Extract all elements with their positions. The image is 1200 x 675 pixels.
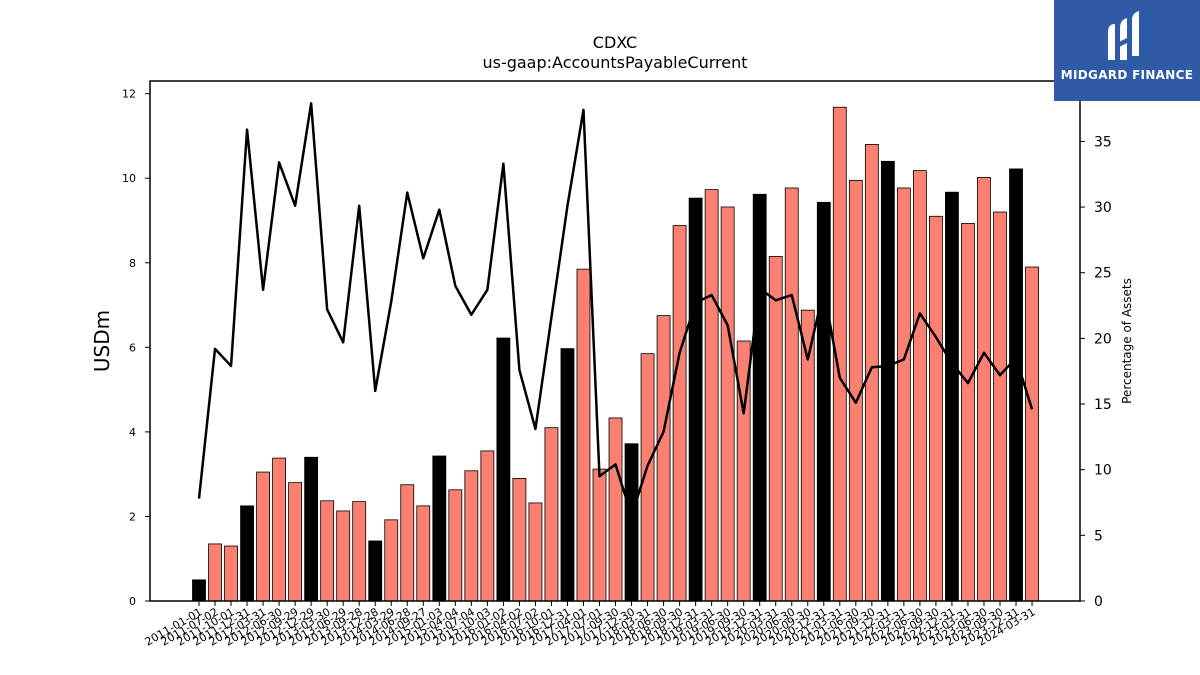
chart-title: CDXC bbox=[593, 33, 637, 52]
bar bbox=[560, 348, 575, 602]
y2-tick-label: 25 bbox=[1094, 266, 1112, 282]
bar bbox=[977, 176, 991, 602]
y-tick-label: 4 bbox=[129, 426, 136, 439]
bar bbox=[945, 191, 959, 602]
bar bbox=[304, 456, 319, 602]
bar bbox=[816, 201, 831, 602]
bar bbox=[320, 500, 335, 602]
bar bbox=[416, 505, 431, 602]
bar bbox=[993, 211, 1007, 602]
bar bbox=[656, 315, 671, 602]
bar bbox=[400, 484, 415, 602]
y-tick-label: 8 bbox=[129, 257, 136, 270]
bar bbox=[352, 501, 367, 602]
bar bbox=[480, 450, 495, 602]
y-tick-label: 0 bbox=[129, 595, 136, 608]
y-tick-label: 2 bbox=[129, 510, 136, 523]
bar bbox=[256, 471, 270, 602]
bar bbox=[1025, 266, 1039, 602]
left-axis: 0 2 4 6 8 10 12 bbox=[122, 88, 150, 608]
bar bbox=[448, 489, 463, 602]
bar bbox=[576, 268, 591, 602]
bar bbox=[496, 337, 511, 602]
y2-tick-label: 10 bbox=[1094, 463, 1112, 479]
bar bbox=[896, 187, 911, 602]
bar bbox=[528, 502, 543, 602]
bar bbox=[368, 540, 383, 602]
bar bbox=[240, 505, 254, 602]
bars-layer bbox=[192, 106, 1039, 602]
bar bbox=[752, 193, 767, 602]
bar bbox=[672, 225, 687, 602]
y-tick-label: 6 bbox=[129, 341, 136, 354]
y2-tick-label: 20 bbox=[1094, 331, 1112, 347]
bar bbox=[432, 455, 447, 602]
bar bbox=[608, 417, 623, 602]
bar bbox=[384, 519, 399, 602]
bar bbox=[961, 223, 975, 602]
bar bbox=[768, 256, 783, 602]
y-tick-label: 10 bbox=[122, 172, 136, 185]
bar bbox=[929, 215, 943, 602]
bar bbox=[800, 309, 815, 602]
right-axis: 0 5 10 15 20 25 30 35 bbox=[1080, 134, 1112, 610]
bar bbox=[784, 187, 799, 602]
bar bbox=[464, 470, 479, 602]
chart-subtitle: us-gaap:AccountsPayableCurrent bbox=[482, 53, 747, 72]
y2-tick-label: 0 bbox=[1094, 594, 1103, 610]
line-layer bbox=[197, 102, 1034, 517]
bar bbox=[880, 160, 895, 602]
y-tick-label: 12 bbox=[122, 88, 136, 101]
bar bbox=[592, 468, 607, 602]
bar bbox=[272, 457, 287, 602]
y2-tick-label: 15 bbox=[1094, 397, 1112, 413]
bar bbox=[512, 477, 527, 602]
percentage-line bbox=[197, 102, 1034, 517]
y-axis-label: USDm bbox=[90, 310, 114, 372]
bar bbox=[913, 170, 927, 602]
bar bbox=[1009, 168, 1023, 602]
bar bbox=[208, 543, 222, 602]
bar bbox=[192, 579, 206, 602]
bar bbox=[864, 144, 879, 602]
bar bbox=[720, 206, 735, 602]
x-axis: 2011-01-012011-07-022011-10-012011-12-31… bbox=[143, 601, 1038, 649]
bar bbox=[288, 482, 303, 602]
bar bbox=[336, 510, 351, 602]
bar bbox=[704, 189, 719, 602]
y2-tick-label: 35 bbox=[1094, 134, 1112, 150]
logo-mark-icon bbox=[1108, 11, 1139, 60]
bar bbox=[688, 197, 703, 602]
bar bbox=[544, 427, 559, 602]
logo-text: MIDGARD FINANCE bbox=[1060, 68, 1194, 82]
bar bbox=[224, 545, 238, 602]
y2-axis-label: Percentage of Assets bbox=[1120, 278, 1134, 404]
plot-frame bbox=[149, 80, 1081, 602]
y2-tick-label: 5 bbox=[1094, 528, 1103, 544]
bar bbox=[624, 443, 639, 602]
midgard-finance-logo: MIDGARD FINANCE bbox=[1054, 0, 1200, 101]
y2-tick-label: 30 bbox=[1094, 200, 1112, 216]
